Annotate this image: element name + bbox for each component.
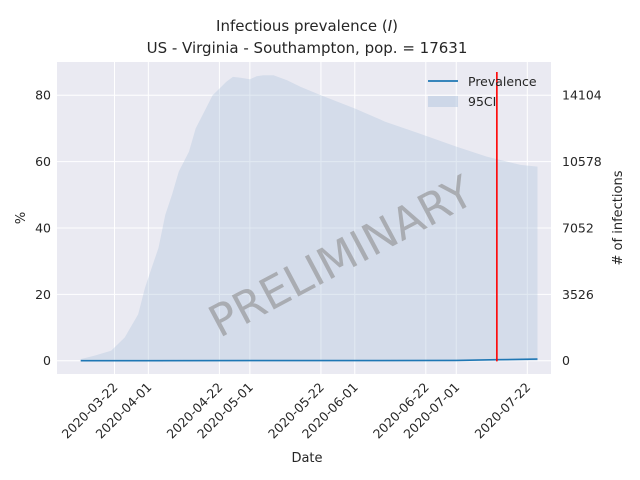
y-tick-label: 20 [35,287,51,302]
y-axis-label: % [14,212,29,224]
x-tick-label: 2020-07-22 [471,380,533,442]
chart-subtitle: US - Virginia - Southampton, pop. = 1763… [147,39,468,57]
chart-title: Infectious prevalence (I) [216,17,398,35]
y-tick-label: 80 [35,88,51,103]
y2-tick-label: 10578 [562,154,602,169]
x-axis-label: Date [291,451,322,466]
y-tick-label: 0 [43,353,51,368]
legend: Prevalence 95CI [428,74,537,109]
y2-axis-label: # of infections [611,170,626,265]
y-tick-label: 60 [35,154,51,169]
y-tick-label: 40 [35,220,51,235]
plot-background [57,62,551,374]
legend-95ci-swatch [428,96,458,107]
legend-95ci-label: 95CI [468,94,496,109]
y2-axis-ticks: 0 3526 7052 10578 14104 [562,88,602,369]
y2-tick-label: 7052 [562,220,594,235]
y2-tick-label: 3526 [562,287,594,302]
ci-band-area [80,75,538,361]
y2-tick-label: 0 [562,353,570,368]
legend-prevalence-label: Prevalence [468,74,537,89]
y2-tick-label: 14104 [562,88,602,103]
y-axis-ticks: 0 20 40 60 80 [35,88,51,369]
